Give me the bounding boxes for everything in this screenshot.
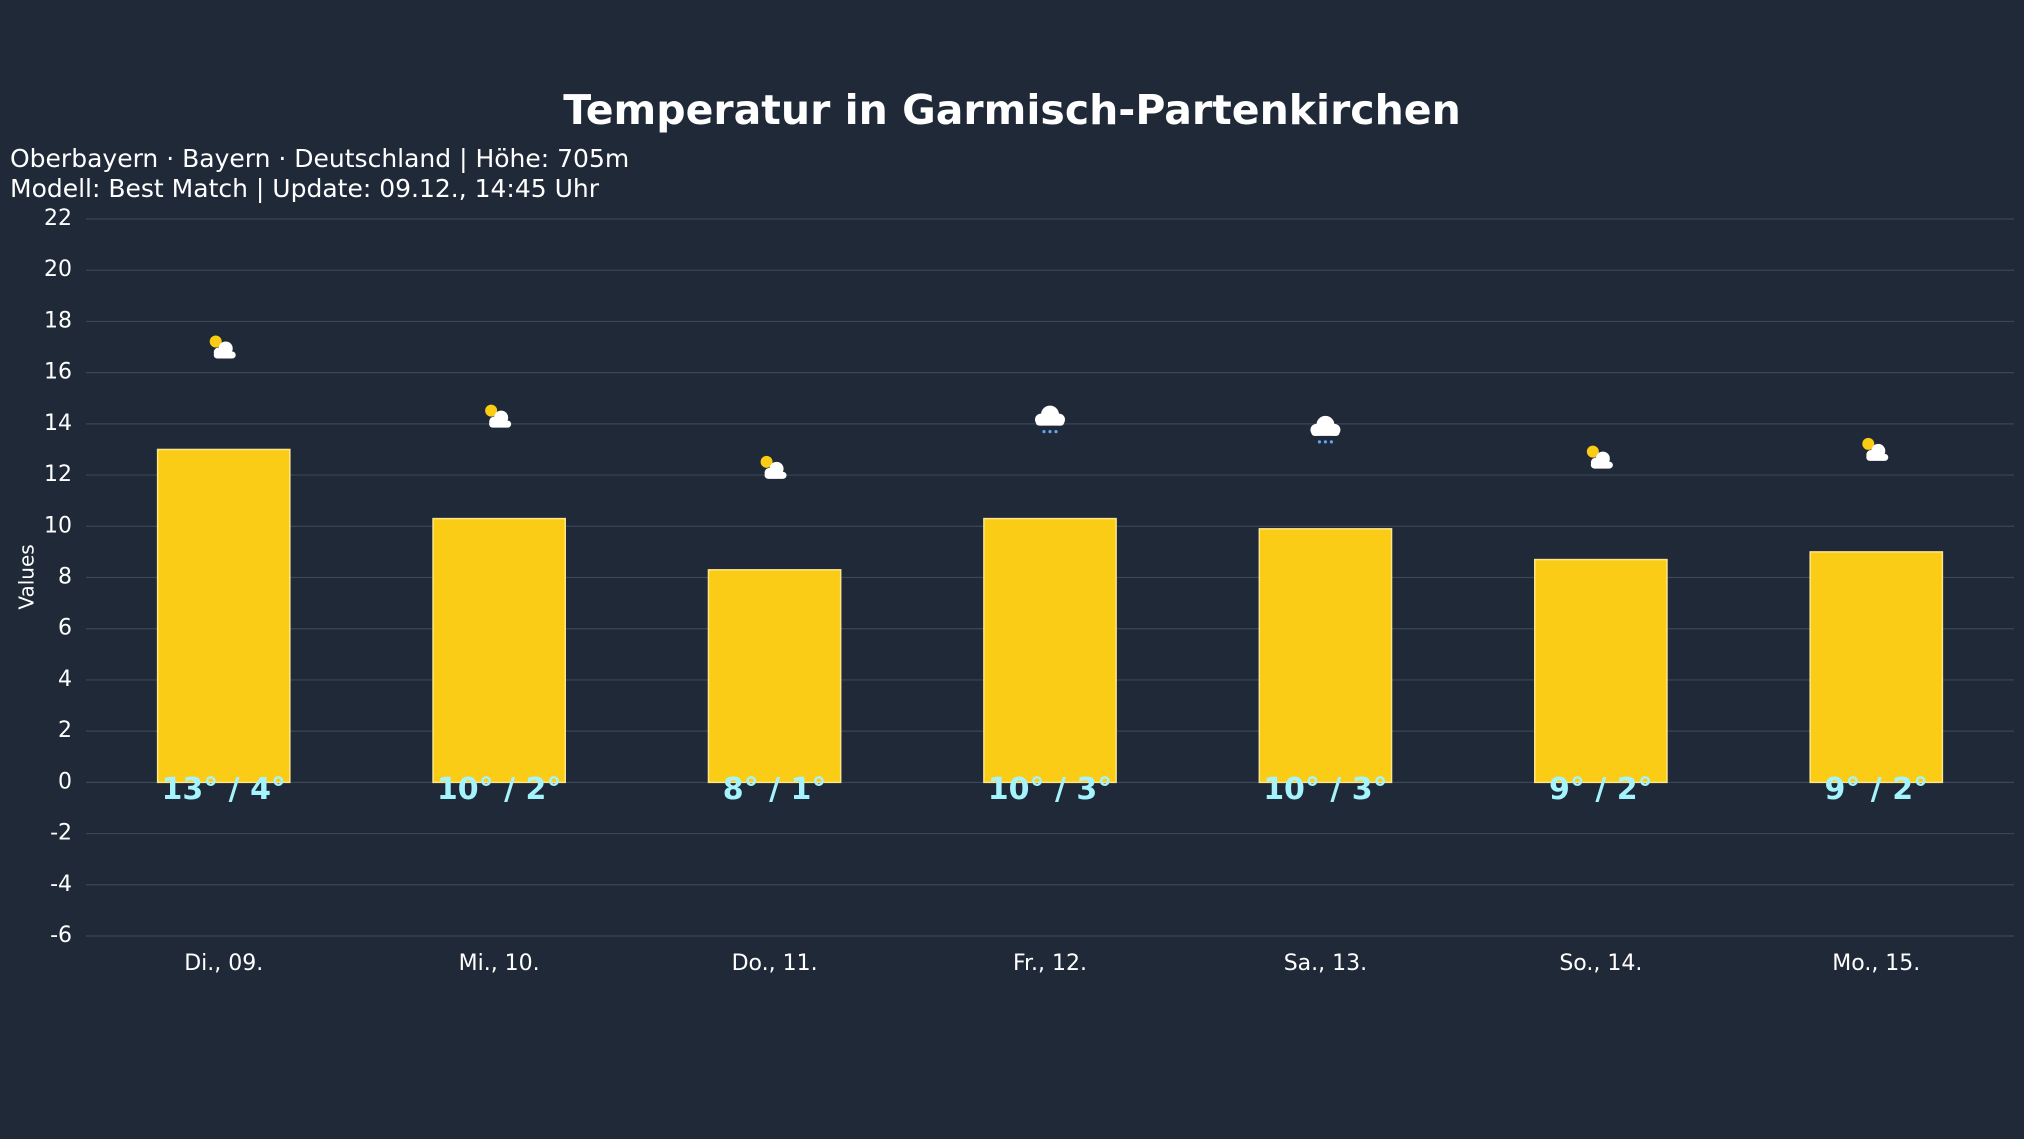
icon-cloud — [1036, 418, 1064, 426]
icon-sun — [1862, 437, 1875, 450]
y-tick-label: -2 — [50, 821, 72, 846]
value-label: 13° / 4° — [161, 772, 285, 807]
chart-subtitle: Modell: Best Match | Update: 09.12., 14:… — [10, 174, 600, 203]
x-tick-label: Mi., 10. — [459, 951, 540, 976]
icon-cloud — [213, 351, 236, 359]
icon-cloud — [489, 420, 512, 428]
value-label: 10° / 3° — [988, 772, 1112, 807]
icon-sun — [209, 335, 222, 348]
y-axis-label: Values — [15, 544, 39, 609]
bar — [156, 448, 291, 784]
icon-cloud — [1311, 428, 1340, 436]
bar — [1258, 528, 1393, 784]
value-label: 10° / 3° — [1263, 772, 1387, 807]
weather-icon — [1310, 415, 1341, 444]
weather-icon — [209, 335, 236, 359]
bar — [1534, 558, 1668, 784]
bar — [432, 517, 566, 784]
y-tick-label: 10 — [44, 513, 72, 538]
weather-icon — [1862, 437, 1889, 461]
value-label: 10° / 2° — [437, 772, 561, 807]
y-tick-label: 20 — [44, 257, 72, 282]
y-tick-label: -4 — [50, 872, 72, 897]
bar — [983, 517, 1117, 784]
icon-snowflake — [1048, 430, 1052, 434]
weather-icon — [1035, 405, 1065, 434]
y-tick-label: 2 — [58, 718, 72, 743]
weather-icon — [485, 404, 512, 428]
y-tick-label: 12 — [44, 462, 72, 487]
icon-sun — [485, 404, 498, 417]
value-label: 9° / 2° — [1824, 772, 1928, 807]
y-tick-label: -6 — [50, 923, 72, 948]
y-tick-label: 16 — [44, 360, 72, 385]
icon-cloud — [764, 471, 787, 479]
x-tick-label: Do., 11. — [732, 951, 818, 976]
icon-snowflake — [1317, 440, 1322, 444]
y-tick-label: 18 — [44, 308, 72, 333]
icon-sun — [760, 455, 773, 468]
bar — [707, 569, 842, 784]
icon-cloud — [1866, 453, 1889, 461]
value-label: 9° / 2° — [1549, 772, 1653, 807]
y-tick-label: 4 — [58, 667, 72, 692]
y-tick-label: 0 — [58, 769, 72, 794]
y-tick-label: 8 — [58, 565, 72, 590]
icon-snowflake — [1329, 440, 1334, 444]
y-tick-label: 14 — [44, 411, 72, 436]
y-tick-label: 6 — [58, 616, 72, 641]
icon-snowflake — [1042, 430, 1046, 434]
icon-sun — [1586, 445, 1599, 458]
x-tick-label: Di., 09. — [184, 951, 263, 976]
icon-cloud — [1590, 461, 1613, 469]
value-label: 8° / 1° — [723, 772, 827, 807]
icon-snowflake — [1054, 430, 1058, 434]
x-tick-label: Sa., 13. — [1284, 951, 1367, 976]
bar — [1809, 551, 1944, 784]
chart-title: Temperatur in Garmisch-Partenkirchen — [563, 86, 1461, 134]
y-tick-label: 22 — [44, 206, 72, 231]
x-tick-label: Fr., 12. — [1013, 951, 1087, 976]
x-tick-label: So., 14. — [1559, 951, 1642, 976]
chart-subtitle: Oberbayern · Bayern · Deutschland | Höhe… — [10, 144, 629, 173]
weather-icon — [760, 455, 787, 479]
weather-icon — [1586, 445, 1613, 469]
icon-snowflake — [1323, 440, 1328, 444]
x-tick-label: Mo., 15. — [1832, 951, 1920, 976]
